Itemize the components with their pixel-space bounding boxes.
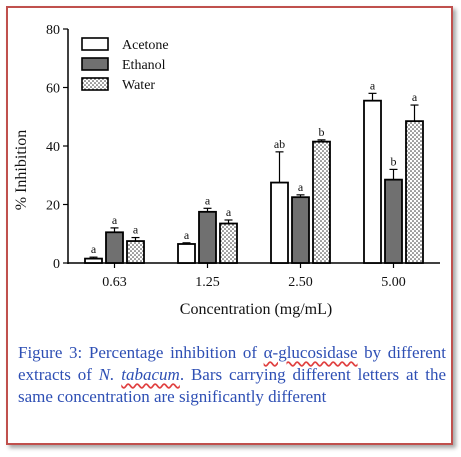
- bar-ethanol: [291, 196, 310, 264]
- legend-label-ethanol: Ethanol: [122, 58, 166, 73]
- bar-water: [405, 120, 424, 264]
- caption-species-name: tabacum: [121, 365, 180, 384]
- x-tick-label: 1.25: [195, 275, 220, 290]
- significance-letter: a: [370, 78, 376, 92]
- figure-caption: Figure 3: Percentage inhibition of α-glu…: [18, 342, 446, 408]
- significance-letter: b: [319, 125, 325, 139]
- legend-swatch-acetone: [81, 37, 109, 51]
- caption-species-genus: N.: [98, 365, 122, 384]
- significance-letter: a: [133, 223, 139, 237]
- bar-water: [126, 240, 145, 264]
- bar-water: [219, 222, 238, 264]
- caption-text-3: . Bars carrying different letters at the…: [18, 365, 446, 406]
- bar-acetone: [270, 181, 289, 264]
- caption-text-1: Figure 3: Percentage inhibition of: [18, 343, 264, 362]
- x-tick-label: 5.00: [381, 275, 406, 290]
- significance-letter: a: [412, 90, 418, 104]
- y-tick-label: 0: [53, 257, 60, 272]
- y-tick-label: 40: [46, 140, 60, 155]
- bar-acetone: [177, 243, 196, 264]
- legend-label-acetone: Acetone: [122, 38, 169, 53]
- significance-letter: a: [91, 242, 97, 256]
- significance-letter: a: [112, 213, 118, 227]
- bar-ethanol: [105, 231, 124, 264]
- bar-acetone: [363, 99, 382, 264]
- significance-letter: a: [184, 228, 190, 242]
- significance-letter: a: [205, 193, 211, 207]
- legend-label-water: Water: [122, 78, 155, 93]
- x-tick-label: 2.50: [288, 275, 313, 290]
- bar-ethanol: [384, 178, 403, 264]
- significance-letter: a: [298, 180, 304, 194]
- x-axis-label: Concentration (mg/mL): [180, 301, 332, 318]
- legend-swatch-ethanol: [81, 57, 109, 71]
- significance-letter: ab: [274, 137, 285, 151]
- y-tick-label: 20: [46, 199, 60, 214]
- significance-letter: a: [226, 205, 232, 219]
- bar-water: [312, 140, 331, 264]
- chart-legend: Acetone Ethanol Water: [81, 37, 169, 93]
- significance-letter: b: [391, 154, 397, 168]
- y-axis-label: % Inhibition: [13, 130, 30, 210]
- bar-acetone: [84, 257, 103, 264]
- caption-text-2: by different extracts of: [18, 343, 446, 384]
- x-tick-label: 0.63: [102, 275, 127, 290]
- caption-enzyme: α-glucosidase: [263, 343, 358, 362]
- y-tick-label: 80: [46, 23, 60, 38]
- legend-swatch-water: [81, 77, 109, 91]
- y-tick-label: 60: [46, 82, 60, 97]
- bar-ethanol: [198, 210, 217, 264]
